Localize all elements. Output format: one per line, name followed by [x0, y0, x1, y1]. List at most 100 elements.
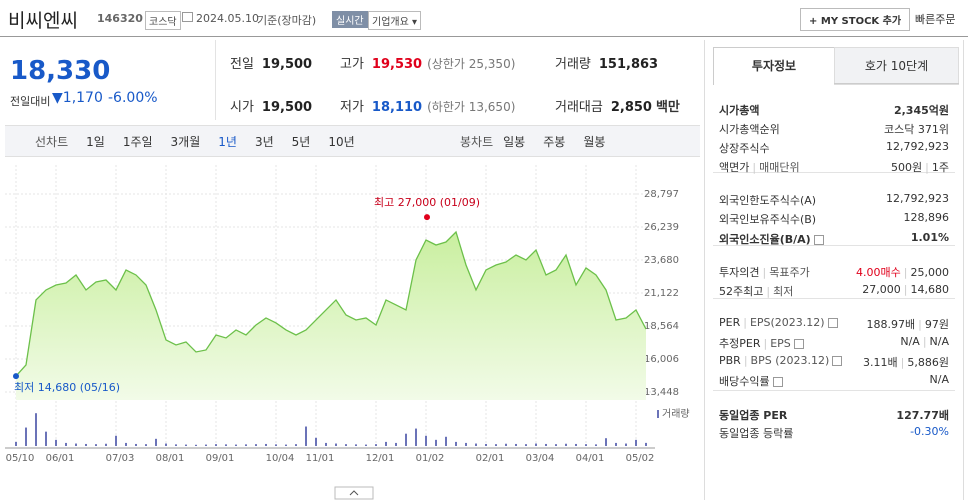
row-label: 동일업종 PER	[719, 407, 787, 423]
value: 12,792,923	[886, 140, 949, 153]
volume-bar	[105, 443, 107, 446]
collapse-button[interactable]	[334, 486, 374, 500]
info-row: 액면가 | 매매단위 500원 | 1주	[719, 159, 949, 175]
x-tick-label: 08/01	[156, 453, 185, 464]
label: 배당수익률	[719, 375, 770, 388]
info-row: PBR | BPS (2023.12) 3.11배 | 5,886원	[719, 354, 949, 370]
volume-bar	[615, 442, 617, 446]
row-value: 12,792,923	[886, 140, 949, 156]
help-icon	[772, 377, 783, 387]
x-tick-label: 03/04	[526, 453, 555, 464]
y-tick-label: 16,006	[644, 354, 679, 365]
volume-bar	[415, 428, 417, 446]
value: 25,000	[910, 266, 950, 279]
tab-line	[834, 83, 959, 84]
volume-legend: 거래량	[662, 408, 690, 420]
row-label: 동일업종 등락률	[719, 425, 793, 441]
row-label: 추정PER | EPS	[719, 335, 804, 351]
area	[16, 231, 646, 400]
volume-bar	[525, 444, 527, 446]
row-value: 코스닥 371위	[884, 121, 949, 137]
period[interactable]: 주봉	[543, 135, 566, 149]
value: 500원	[891, 161, 923, 174]
label: 목표주가	[769, 266, 810, 279]
row-value: 1.01%	[911, 231, 949, 247]
separator: |	[918, 318, 922, 331]
tab[interactable]: 호가 10단계	[834, 47, 959, 85]
label: BPS (2023.12)	[750, 354, 830, 367]
volume-bar	[165, 443, 167, 446]
date: 2024.05.10	[196, 12, 259, 25]
volume-bar	[565, 443, 567, 446]
separator: |	[752, 161, 757, 174]
label: 동일업종 PER	[719, 409, 788, 422]
period[interactable]: 1년	[218, 135, 237, 149]
label: PBR	[719, 354, 741, 367]
volume-bar	[355, 444, 357, 446]
volume-bar	[605, 438, 607, 446]
period[interactable]: 일봉	[503, 135, 526, 149]
info-row: 시가총액 2,345억원	[719, 102, 949, 118]
separator	[713, 390, 955, 391]
row-label: 상장주식수	[719, 140, 770, 156]
period[interactable]: 3년	[254, 135, 274, 149]
stat-value: 19,500	[261, 57, 313, 72]
market: 코스닥	[145, 11, 181, 30]
period[interactable]: 1일	[86, 135, 105, 149]
my-stock-text[interactable]: MY STOCK 추가	[820, 16, 902, 27]
stat-value: 2,850	[610, 100, 652, 115]
period[interactable]: 1주일	[122, 135, 153, 149]
separator: |	[743, 316, 747, 329]
volume-bar	[545, 443, 547, 446]
y-tick-label: 13,448	[644, 387, 679, 398]
volume-bar	[115, 435, 117, 446]
info-row: 투자의견 | 목표주가 4.00매수 | 25,000	[719, 264, 949, 280]
label: 시가총액	[719, 104, 760, 117]
volume-bar	[195, 444, 197, 446]
volume-bar	[455, 441, 457, 446]
annotation: 최저 14,680 (05/16)	[14, 381, 120, 394]
stat-label: 저가	[340, 100, 364, 115]
info-row: 외국인한도주식수(A) 12,792,923	[719, 192, 949, 208]
info-row: 동일업종 PER 127.77배	[719, 407, 949, 423]
help-icon	[832, 356, 843, 366]
row-label: 배당수익률	[719, 373, 783, 389]
my-stock-button[interactable]: + MY STOCK 추가	[800, 8, 911, 31]
value: 27,000	[862, 283, 901, 296]
quick-order[interactable]: 빠른주문	[915, 13, 956, 26]
row-value: 500원 | 1주	[891, 159, 949, 175]
volume-bar	[135, 443, 137, 446]
volume-bar	[95, 444, 97, 446]
x-tick-label: 10/04	[266, 453, 295, 464]
label: 상장주식수	[719, 142, 770, 155]
label: 외국인소진율(B/A)	[719, 233, 811, 246]
volume-bar	[175, 444, 177, 446]
info-row: 배당수익률 N/A	[719, 373, 949, 389]
stat-label: 거래대금	[555, 100, 603, 115]
period[interactable]: 5년	[291, 135, 311, 149]
company-info-text[interactable]: 기업개요	[372, 17, 409, 28]
tab[interactable]: 투자정보	[713, 47, 835, 85]
company-info[interactable]: 기업개요 ▾	[368, 11, 422, 30]
period[interactable]: 10년	[328, 135, 355, 149]
info-row: 시가총액순위 코스닥 371위	[719, 121, 949, 137]
x-tick-label: 05/02	[626, 453, 655, 464]
volume-bar	[185, 444, 187, 446]
y-tick-label: 26,239	[644, 222, 679, 233]
change: ▼1,170	[52, 90, 103, 106]
value: 12,792,923	[886, 192, 949, 205]
value: 128,896	[903, 211, 950, 224]
volume-bar	[535, 443, 537, 446]
period[interactable]: 월봉	[583, 135, 606, 149]
label: 투자의견	[719, 266, 760, 279]
volume-bar	[155, 438, 157, 446]
label: 동일업종 등락률	[719, 427, 794, 440]
value: 97원	[924, 318, 949, 331]
value: 3.11배	[863, 356, 898, 369]
volume-bar	[635, 439, 637, 446]
volume-bar	[55, 439, 57, 446]
stat: 전일 19,500	[230, 53, 312, 72]
period[interactable]: 3개월	[170, 135, 201, 149]
stat-label: 고가	[340, 57, 364, 72]
label: 추정PER	[719, 337, 761, 350]
